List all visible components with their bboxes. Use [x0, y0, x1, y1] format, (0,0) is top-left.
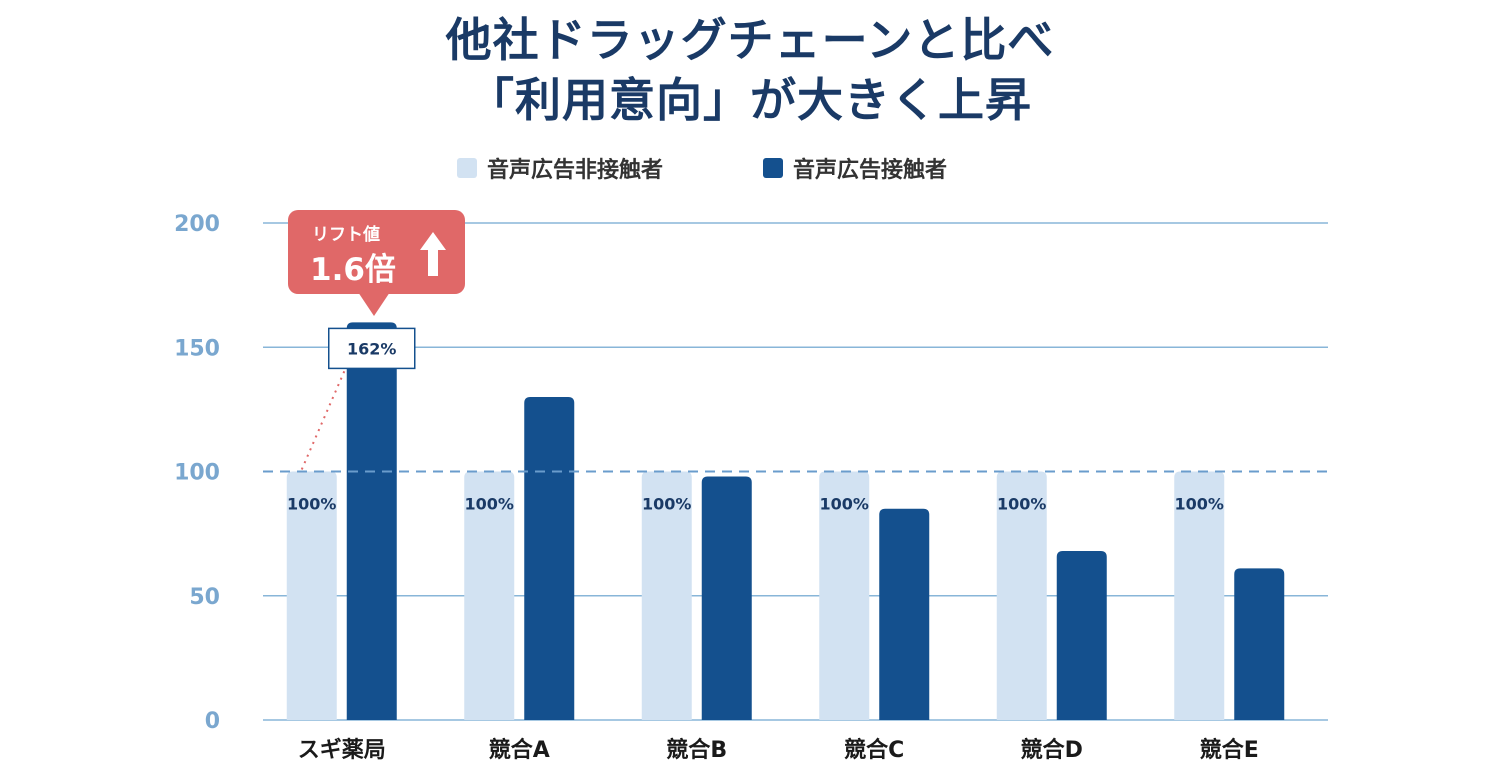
legend-item-exposed: 音声広告接触者 [763, 152, 947, 184]
lift-value: 1.6倍 [310, 252, 396, 288]
chart-title-line-2: 「利用意向」が大きく上昇 [468, 73, 1032, 127]
y-tick-label: 200 [174, 212, 220, 237]
bar-exposed [879, 508, 930, 720]
data-label-exposed: 162% [347, 339, 396, 358]
bar-exposed [1234, 568, 1285, 720]
lift-callout: リフト値 1.6倍 [288, 210, 465, 316]
legend-item-non-exposed: 音声広告非接触者 [457, 152, 663, 184]
data-label-non-exposed: 100% [287, 495, 336, 514]
data-label-non-exposed: 100% [997, 495, 1046, 514]
legend: 音声広告非接触者 音声広告接触者 [0, 152, 1500, 184]
x-tick-label: 競合C [844, 737, 904, 763]
lift-label: リフト値 [312, 225, 380, 245]
bar-exposed [524, 396, 575, 720]
bar-non-exposed [1174, 471, 1225, 720]
data-label-non-exposed: 100% [465, 495, 514, 514]
bar-non-exposed [996, 471, 1047, 720]
y-tick-label: 0 [205, 709, 220, 734]
bar-non-exposed [286, 471, 337, 720]
chart-title-line-1: 他社ドラッグチェーンと比べ [445, 13, 1055, 67]
bar-non-exposed [464, 471, 515, 720]
lift-connector [300, 356, 352, 470]
bar-exposed [346, 322, 397, 720]
x-tick-label: 競合A [489, 737, 550, 763]
y-tick-label: 150 [174, 336, 220, 361]
legend-label-non-exposed: 音声広告非接触者 [487, 158, 664, 183]
x-tick-label: 競合B [666, 737, 727, 763]
data-label-non-exposed: 100% [1175, 495, 1224, 514]
up-arrow-icon [420, 232, 446, 276]
x-tick-label: 競合E [1200, 737, 1259, 763]
legend-swatch-exposed [763, 158, 783, 178]
y-tick-label: 50 [189, 585, 220, 610]
data-label-non-exposed: 100% [820, 495, 869, 514]
bar-non-exposed [819, 471, 870, 720]
legend-swatch-non-exposed [457, 158, 477, 178]
bar-exposed [701, 476, 752, 720]
bar-non-exposed [641, 471, 692, 720]
legend-label-exposed: 音声広告接触者 [793, 158, 948, 183]
data-label-box-exposed [328, 327, 416, 370]
y-tick-label: 100 [174, 461, 220, 486]
bar-exposed [1056, 551, 1107, 720]
data-label-non-exposed: 100% [642, 495, 691, 514]
x-tick-label: 競合D [1021, 737, 1083, 763]
x-tick-label: スギ薬局 [298, 738, 386, 763]
